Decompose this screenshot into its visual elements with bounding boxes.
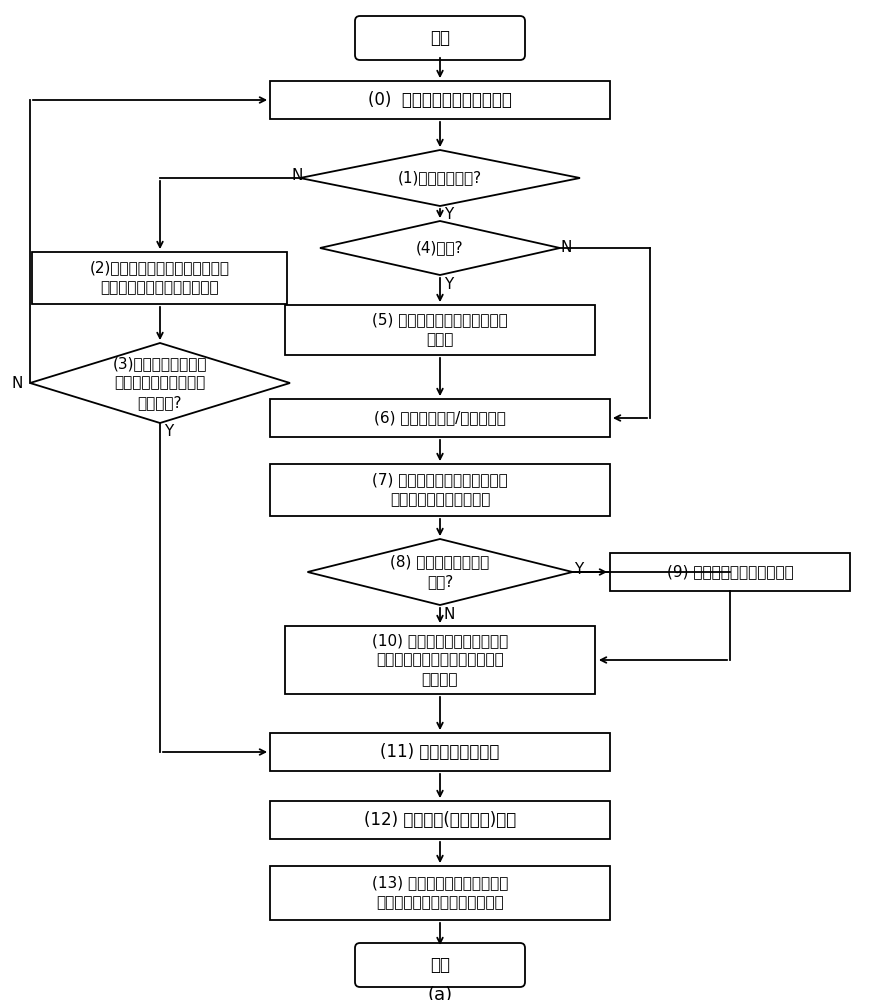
- Text: (1)满足启动条件?: (1)满足启动条件?: [398, 170, 481, 186]
- Text: Y: Y: [573, 562, 583, 578]
- Text: (6) 向邻居终端收/发电流信息: (6) 向邻居终端收/发电流信息: [374, 410, 506, 426]
- Bar: [284, 626, 594, 694]
- Text: (7) 环网柜差动环、主保护差动
环内故障辨识计算和处理: (7) 环网柜差动环、主保护差动 环内故障辨识计算和处理: [371, 473, 507, 507]
- Text: N: N: [443, 607, 455, 622]
- Text: 开始: 开始: [429, 29, 450, 47]
- Text: 返回: 返回: [429, 956, 450, 974]
- Text: (11) 非故障区处理程序: (11) 非故障区处理程序: [380, 743, 499, 761]
- Text: N: N: [560, 239, 572, 254]
- Text: (12) 联络开关(负荷转供)处理: (12) 联络开关(负荷转供)处理: [363, 811, 515, 829]
- Polygon shape: [30, 343, 290, 423]
- Text: N: N: [291, 168, 303, 184]
- Bar: [270, 733, 609, 771]
- Bar: [270, 801, 609, 839]
- Text: (10) 最近断路器及主保护差分
环故障判别、定位、隔离及负荷
转供申请: (10) 最近断路器及主保护差分 环故障判别、定位、隔离及负荷 转供申请: [371, 633, 507, 687]
- FancyBboxPatch shape: [355, 16, 524, 60]
- Text: (9) 环网柜差动环内故障处理: (9) 环网柜差动环内故障处理: [666, 564, 793, 580]
- Text: (3)收到恢复非故障区
线路请求或送电或负荷
转供请求?: (3)收到恢复非故障区 线路请求或送电或负荷 转供请求?: [112, 356, 207, 410]
- FancyBboxPatch shape: [355, 943, 524, 987]
- Text: (13) 拓扑结构改变判别及其信
息广播，及故障区恢复后的处理: (13) 拓扑结构改变判别及其信 息广播，及故障区恢复后的处理: [371, 876, 507, 910]
- Bar: [270, 464, 609, 516]
- Text: (5) 三段过流后备保护定时启动
及处理: (5) 三段过流后备保护定时启动 及处理: [371, 313, 507, 347]
- Text: (a): (a): [427, 986, 452, 1000]
- Bar: [270, 81, 609, 119]
- Text: (0)  电参量的采集和相关计算: (0) 电参量的采集和相关计算: [368, 91, 511, 109]
- Bar: [609, 553, 849, 591]
- Text: (4)过流?: (4)过流?: [415, 240, 464, 255]
- Text: (2)周期性设备自检、通信互检、
数据容错处理，拓扑结构更新: (2)周期性设备自检、通信互检、 数据容错处理，拓扑结构更新: [90, 261, 230, 295]
- Bar: [32, 252, 287, 304]
- Polygon shape: [299, 150, 579, 206]
- Bar: [270, 399, 609, 437]
- Polygon shape: [320, 221, 559, 275]
- Text: N: N: [11, 375, 23, 390]
- Bar: [270, 866, 609, 920]
- Text: Y: Y: [443, 277, 453, 292]
- Text: Y: Y: [443, 207, 453, 222]
- Polygon shape: [307, 539, 572, 605]
- Text: Y: Y: [164, 424, 173, 439]
- Bar: [284, 305, 594, 355]
- Text: (8) 环网柜差动环电气
故障?: (8) 环网柜差动环电气 故障?: [390, 555, 489, 589]
